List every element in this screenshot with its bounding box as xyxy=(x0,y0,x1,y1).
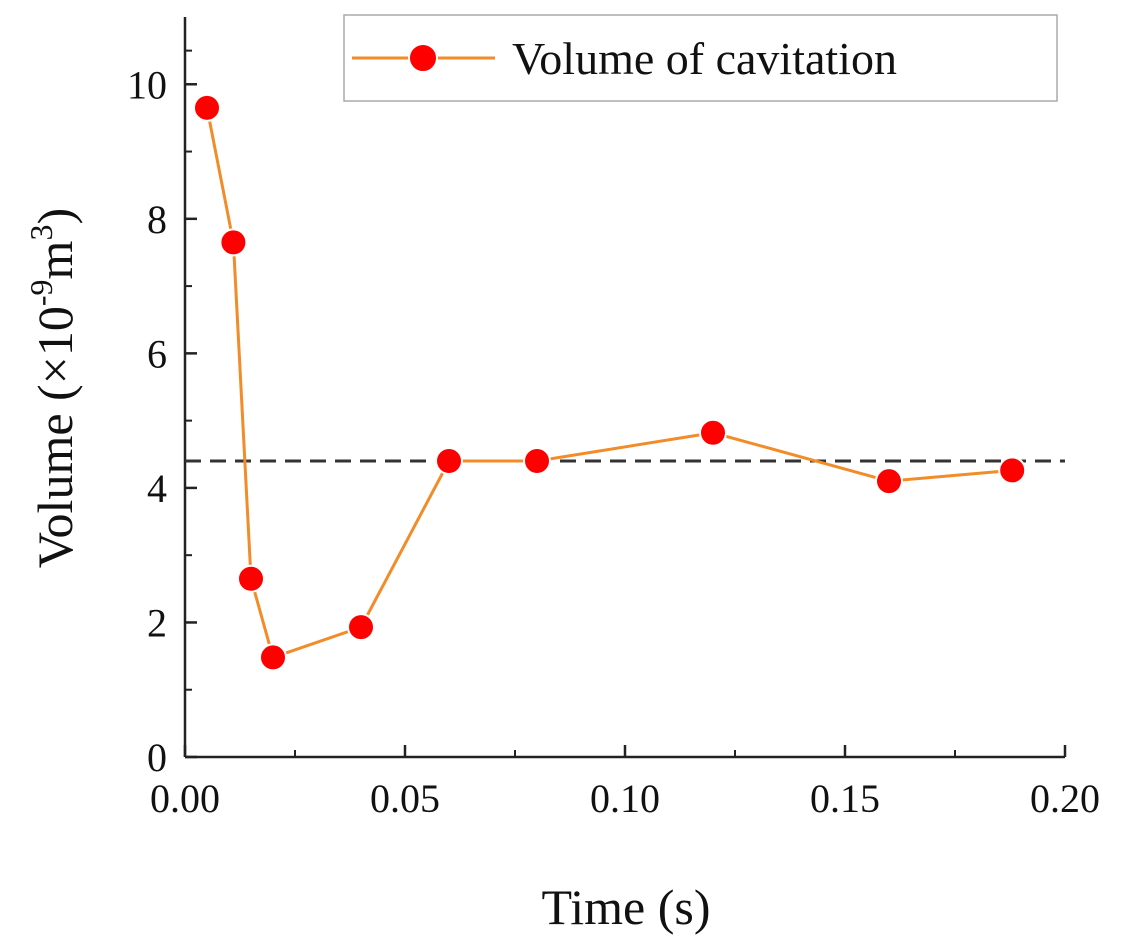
x-axis-title: Time (s) xyxy=(541,879,710,935)
data-point xyxy=(523,447,551,475)
x-tick-label: 0.20 xyxy=(1030,776,1100,821)
y-axis-title-exp1: -9 xyxy=(23,279,59,306)
axes: 0.00 0.05 0.10 0.15 0.20 0 2 4 6 8 10 xyxy=(127,17,1100,821)
y-axis-title-end: ) xyxy=(27,208,83,225)
y-tick-label: 4 xyxy=(147,466,167,511)
x-tick-label: 0.15 xyxy=(810,776,880,821)
data-point xyxy=(998,456,1027,485)
y-axis-title-unit: m xyxy=(27,240,83,279)
y-tick-label: 6 xyxy=(147,331,167,376)
y-axis-title-main: Volume (×10 xyxy=(27,306,83,568)
x-tick-label: 0.10 xyxy=(590,776,660,821)
legend-label: Volume of cavitation xyxy=(512,33,897,84)
series-line xyxy=(205,107,1013,659)
legend: Volume of cavitation xyxy=(343,14,1058,102)
x-tick-label: 0.05 xyxy=(370,776,440,821)
y-axis-title-exp2: 3 xyxy=(23,225,59,241)
y-tick-label: 0 xyxy=(147,735,167,780)
y-tick-label: 10 xyxy=(127,62,167,107)
data-point xyxy=(875,467,903,496)
x-tick-label: 0.00 xyxy=(150,776,220,821)
y-tick-label: 2 xyxy=(147,600,167,645)
data-point xyxy=(259,643,287,672)
y-axis-title: Volume (×10-9m3) xyxy=(23,208,83,568)
data-point xyxy=(237,564,265,593)
data-point xyxy=(347,613,375,642)
data-point xyxy=(699,418,727,447)
series-layer xyxy=(193,93,1027,672)
legend-marker-swatch xyxy=(408,43,438,73)
y-tick-label: 8 xyxy=(147,197,167,242)
data-point xyxy=(219,228,248,257)
data-point xyxy=(435,447,463,475)
data-point xyxy=(193,93,221,122)
